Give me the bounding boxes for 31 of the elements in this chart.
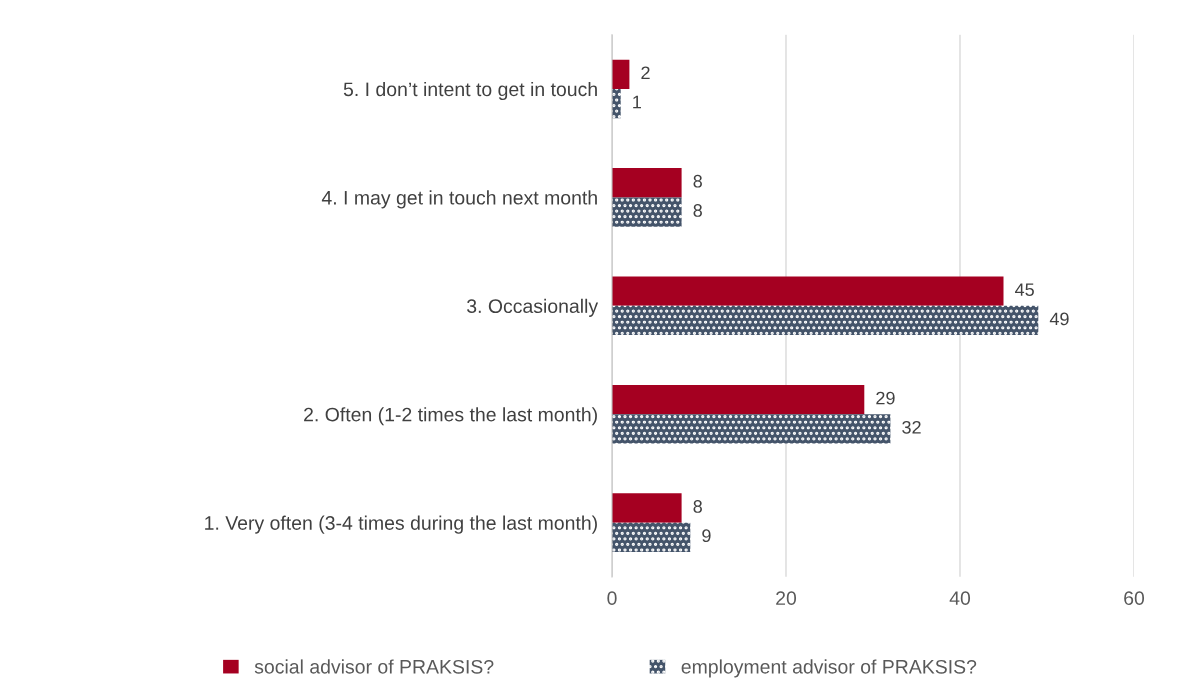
data-label: 29 bbox=[876, 391, 895, 405]
data-label: 45 bbox=[1015, 283, 1034, 297]
x-tick-label: 40 bbox=[949, 591, 971, 606]
bar bbox=[612, 59, 630, 89]
x-tick-label: 0 bbox=[607, 591, 617, 606]
x-tick-label: 60 bbox=[1124, 591, 1145, 606]
data-label: 8 bbox=[693, 204, 702, 217]
data-label: 8 bbox=[693, 500, 702, 513]
bar bbox=[612, 168, 682, 198]
y-tick-label: 2. Often (1-2 times the last month) bbox=[304, 407, 597, 426]
bar bbox=[612, 493, 682, 523]
data-label: 49 bbox=[1049, 312, 1069, 326]
legend-label: employment advisor of PRAKSIS? bbox=[681, 659, 977, 678]
bar bbox=[612, 197, 682, 227]
y-tick-label: 3. Occasionally bbox=[467, 298, 599, 317]
y-tick-label: 1. Very often (3-4 times during the last month) bbox=[205, 515, 597, 534]
data-label: 1 bbox=[633, 95, 641, 109]
data-label: 8 bbox=[693, 174, 702, 188]
data-label: 2 bbox=[641, 66, 650, 79]
bar bbox=[612, 414, 891, 444]
bar bbox=[612, 384, 865, 415]
bar bbox=[612, 305, 1039, 336]
bar bbox=[612, 276, 1004, 306]
legend-label: social advisor of PRAKSIS? bbox=[254, 659, 494, 674]
data-label: 32 bbox=[902, 420, 921, 434]
x-tick-label: 20 bbox=[776, 591, 797, 606]
y-tick-label: 4. I may get in touch next month bbox=[321, 190, 597, 209]
data-label: 9 bbox=[702, 529, 711, 543]
bar bbox=[612, 522, 691, 552]
bar bbox=[612, 88, 621, 119]
y-tick-label: 5. I don’t intent to get in touch bbox=[343, 81, 597, 101]
